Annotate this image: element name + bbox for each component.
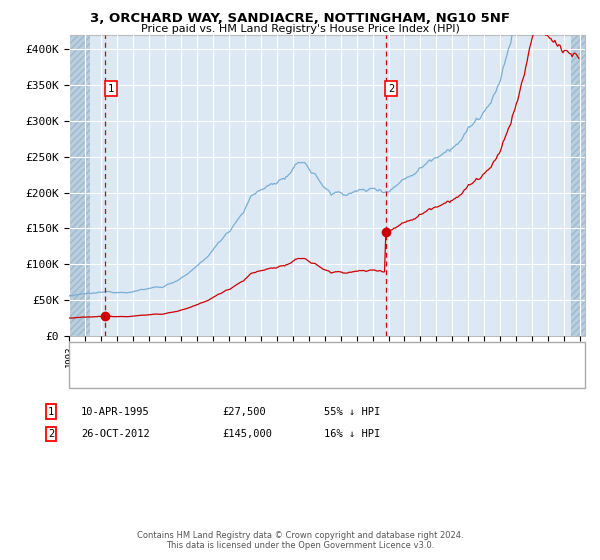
Text: 16% ↓ HPI: 16% ↓ HPI [324,429,380,439]
Text: 2: 2 [48,429,54,439]
Text: £145,000: £145,000 [222,429,272,439]
Text: 3, ORCHARD WAY, SANDIACRE, NOTTINGHAM, NG10 5NF (detached house): 3, ORCHARD WAY, SANDIACRE, NOTTINGHAM, N… [120,349,487,360]
Text: £27,500: £27,500 [222,407,266,417]
Text: Price paid vs. HM Land Registry's House Price Index (HPI): Price paid vs. HM Land Registry's House … [140,24,460,34]
Text: 26-OCT-2012: 26-OCT-2012 [81,429,150,439]
Text: 3, ORCHARD WAY, SANDIACRE, NOTTINGHAM, NG10 5NF: 3, ORCHARD WAY, SANDIACRE, NOTTINGHAM, N… [90,12,510,25]
Bar [571,35,587,336]
Text: Contains HM Land Registry data © Crown copyright and database right 2024.
This d: Contains HM Land Registry data © Crown c… [137,530,463,550]
Bar [69,35,90,336]
Text: HPI: Average price, detached house, Erewash: HPI: Average price, detached house, Erew… [120,370,342,380]
Text: 2: 2 [388,83,394,94]
Text: 1: 1 [48,407,54,417]
Text: 10-APR-1995: 10-APR-1995 [81,407,150,417]
Text: 55% ↓ HPI: 55% ↓ HPI [324,407,380,417]
Text: 1: 1 [107,83,114,94]
